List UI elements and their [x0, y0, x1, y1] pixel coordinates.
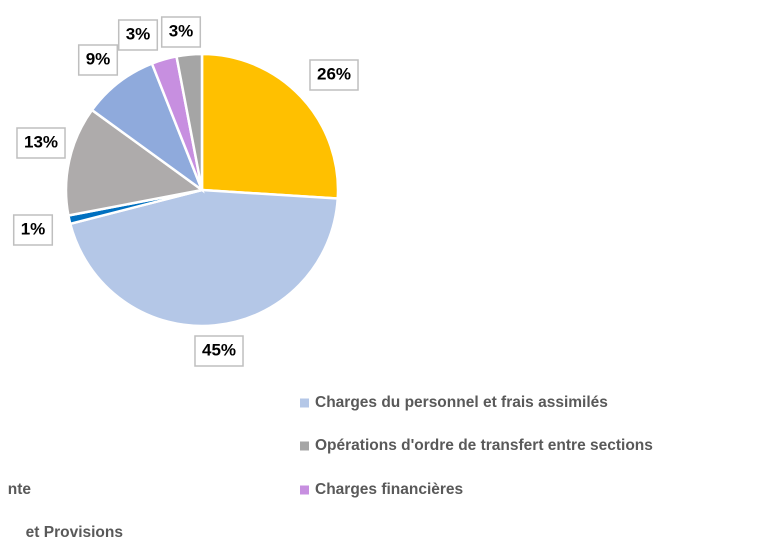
legend-label: Charges du personnel et frais assimilés [315, 394, 608, 411]
data-label: 13% [24, 132, 58, 151]
data-label: 3% [169, 21, 194, 40]
data-label-box [12, 214, 54, 246]
pie-slice [68, 188, 340, 328]
data-label-box [117, 19, 159, 51]
legend-marker [300, 485, 309, 495]
data-label-box [194, 335, 244, 367]
legend-label: nte [8, 481, 32, 498]
data-label: 3% [126, 24, 151, 43]
legend-label: Opérations d'ordre de transfert entre se… [315, 437, 653, 454]
pie-slice [175, 52, 204, 191]
data-label: 26% [317, 64, 351, 83]
legend-marker [300, 441, 309, 451]
pie-slice [200, 52, 340, 200]
data-label: 9% [86, 49, 111, 68]
data-label: 1% [21, 219, 46, 238]
data-label: 45% [202, 340, 236, 359]
data-label-box [16, 127, 66, 159]
pie-slice [64, 108, 206, 217]
data-label-box [309, 59, 359, 91]
legend-marker [300, 398, 309, 408]
legend-label: et Provisions [26, 524, 123, 541]
data-label-box [160, 16, 202, 48]
data-label-box [77, 44, 119, 76]
legend-label: Charges financières [315, 481, 463, 498]
